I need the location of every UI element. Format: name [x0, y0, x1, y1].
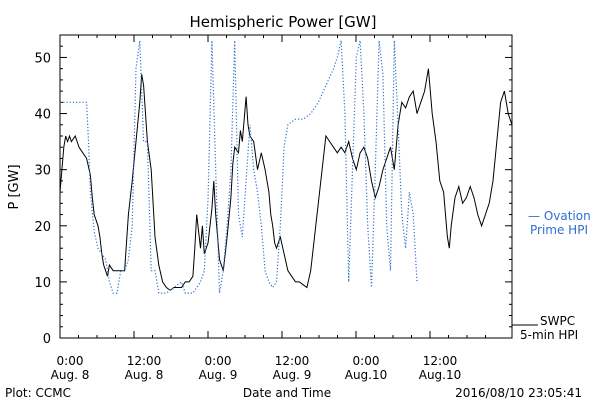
legend-ovation-line2: Prime HPI [530, 223, 588, 237]
x-tick-time: 12:00 [127, 354, 162, 368]
x-tick-time: 0:00 [57, 354, 84, 368]
y-tick-label: 50 [34, 51, 51, 66]
y-axis-ticks: 0 10 20 30 40 50 [34, 45, 512, 347]
legend-swpc-line2: 5-min HPI [520, 328, 578, 342]
legend-ovation: — Ovation Prime HPI [528, 209, 591, 237]
legend-swpc: SWPC 5-min HPI [512, 314, 578, 342]
footer-right: 2016/08/10 23:05:41 [455, 386, 582, 400]
x-tick-time: 12:00 [275, 354, 310, 368]
series-ovation-line [60, 40, 418, 294]
x-tick-date: Aug.10 [345, 368, 388, 382]
plot-border [59, 34, 513, 339]
x-tick-time: 12:00 [423, 354, 458, 368]
legend-ovation-line1: — Ovation [528, 209, 591, 223]
x-tick-date: Aug. 9 [273, 368, 312, 382]
x-axis-label: Date and Time [243, 386, 331, 400]
plot-frame [59, 34, 513, 339]
x-tick-date: Aug. 8 [125, 368, 164, 382]
footer-left: Plot: CCMC [5, 386, 71, 400]
y-tick-label: 10 [34, 276, 51, 291]
x-tick-date: Aug. 8 [51, 368, 90, 382]
y-axis-label: P [GW] [7, 164, 22, 209]
x-tick-date: Aug.10 [419, 368, 462, 382]
y-tick-label: 20 [34, 220, 51, 235]
y-tick-label: 40 [34, 108, 51, 123]
legend-swpc-line1: SWPC [540, 314, 575, 328]
y-tick-label: 0 [43, 332, 51, 347]
series-swpc-line [59, 68, 513, 291]
series-layer [59, 40, 513, 294]
x-tick-time: 0:00 [353, 354, 380, 368]
y-tick-label: 30 [34, 164, 51, 179]
x-tick-date: Aug. 9 [199, 368, 238, 382]
chart-title: Hemispheric Power [GW] [190, 13, 377, 31]
x-tick-time: 0:00 [205, 354, 232, 368]
